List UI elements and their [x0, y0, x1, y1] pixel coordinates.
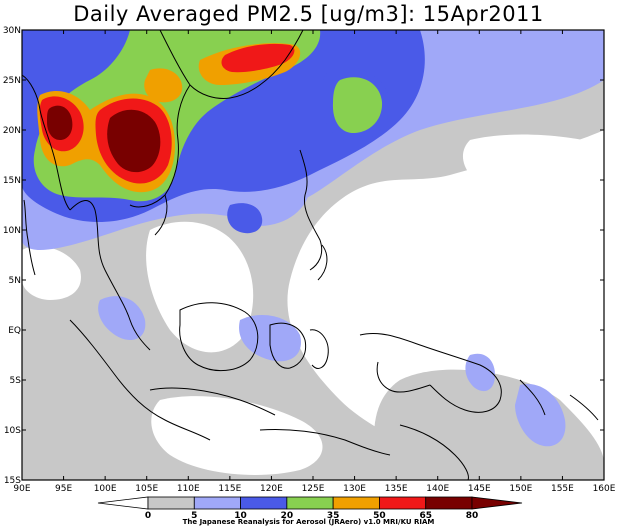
map-title: Daily Averaged PM2.5 [ug/m3]: 15Apr2011 [73, 2, 544, 26]
lon-tick-label: 130E [343, 484, 366, 494]
lat-tick-label: 20N [3, 126, 21, 136]
lon-tick-label: 95E [55, 484, 72, 494]
coastlines [22, 30, 599, 480]
lat-tick-label: 10S [4, 426, 21, 436]
lon-tick-label: 115E [218, 484, 241, 494]
lat-tick-label: EQ [8, 326, 21, 336]
colorbar-tick-label: 5 [191, 511, 197, 521]
lon-tick-label: 145E [468, 484, 491, 494]
credit-line: The Japanese Reanalysis for Aerosol (JRA… [182, 518, 435, 526]
colorbar-segment [286, 496, 334, 510]
colorbar-segment [379, 496, 427, 510]
colorbar-segment [332, 496, 380, 510]
colorbar-tick-label: 80 [466, 511, 479, 521]
lon-tick-label: 150E [509, 484, 532, 494]
contour-band-0-5 [22, 134, 604, 475]
colorbar-tick-label: 35 [327, 511, 340, 521]
lat-tick-label: 10N [3, 226, 21, 236]
colorbar-tick-label: 65 [419, 511, 432, 521]
lon-tick-label: 90E [13, 484, 30, 494]
lat-tick-label: 30N [3, 26, 21, 36]
colorbar-segment [240, 496, 288, 510]
lat-tick-label: 5S [10, 376, 22, 386]
colorbar-tick-label: 20 [281, 511, 294, 521]
lat-tick-label: 15N [3, 176, 21, 186]
colorbar-segment [193, 496, 241, 510]
colorbar-high-triangle [471, 496, 523, 510]
colorbar-tick-label: 50 [373, 511, 386, 521]
lon-tick-label: 100E [94, 484, 117, 494]
lon-tick-label: 135E [385, 484, 408, 494]
lon-tick-label: 155E [551, 484, 574, 494]
lat-tick-label: 5N [9, 276, 21, 286]
lon-tick-label: 110E [177, 484, 200, 494]
lon-tick-label: 140E [426, 484, 449, 494]
colorbar-low-triangle [97, 496, 149, 510]
colorbar-tick-label: 10 [234, 511, 247, 521]
pm25-filled-contours [22, 30, 604, 480]
lon-tick-label: 125E [302, 484, 325, 494]
lon-tick-label: 105E [135, 484, 158, 494]
lat-tick-label: 15S [4, 476, 21, 486]
colorbar-tick-label: 0 [145, 511, 151, 521]
lon-tick-label: 160E [593, 484, 616, 494]
colorbar-segment [147, 496, 195, 510]
lat-tick-label: 25N [3, 76, 21, 86]
colorbar: 0 5 10 20 35 50 65 80 [97, 496, 523, 521]
longitude-axis: 90E 95E 100E 105E 110E 115E 120E 125E 130E 135E 14… [13, 30, 616, 494]
latitude-axis: 30N 25N 20N 15N 10N 5N EQ 5S 10S 15S [3, 26, 604, 486]
lon-tick-label: 120E [260, 484, 283, 494]
contour-band-80-plus [47, 105, 161, 173]
colorbar-segment [425, 496, 473, 510]
